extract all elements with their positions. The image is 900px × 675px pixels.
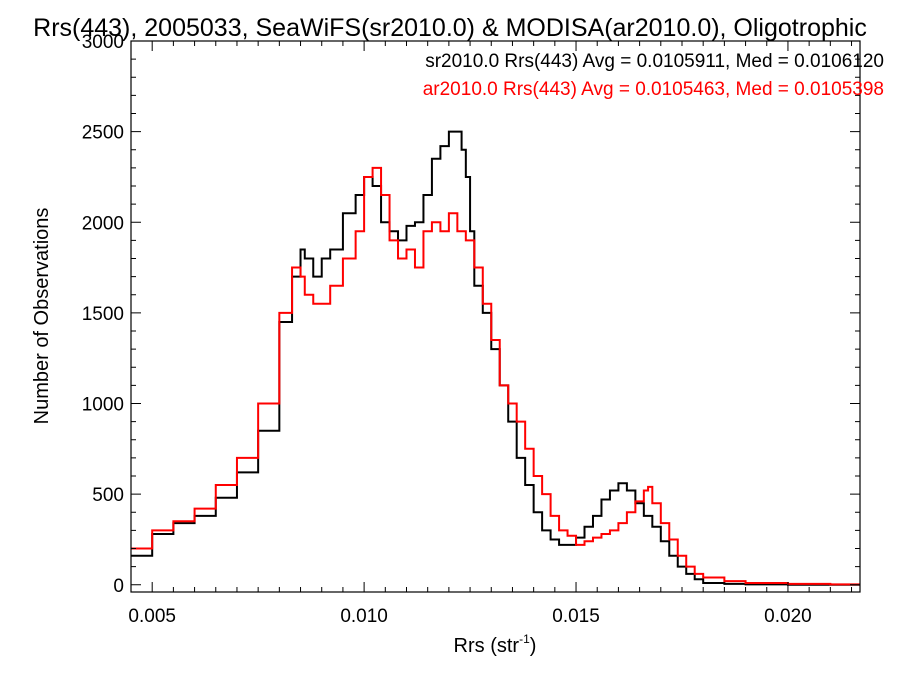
x-axis-label-superscript: -1: [519, 632, 530, 646]
y-tick-label: 1000: [82, 395, 124, 416]
legend-entry-ar2010: ar2010.0 Rrs(443) Avg = 0.0105463, Med =…: [423, 79, 884, 100]
legend-entry-sr2010: sr2010.0 Rrs(443) Avg = 0.0105911, Med =…: [425, 51, 884, 72]
y-tick-label: 3000: [82, 32, 124, 53]
x-tick-label: 0.020: [764, 606, 812, 627]
y-tick-label: 2000: [82, 213, 124, 234]
series-line-sr2010.0: [131, 130, 860, 586]
x-tick-label: 0.015: [552, 606, 600, 627]
y-tick-label: 1500: [82, 304, 124, 325]
series-line-ar2010.0: [131, 166, 860, 586]
y-tick-label: 0: [113, 576, 124, 597]
chart-title: Rrs(443), 2005033, SeaWiFS(sr2010.0) & M…: [33, 14, 867, 42]
x-axis-label-main: Rrs (str: [454, 635, 520, 657]
x-axis-label: Rrs (str-1): [454, 632, 537, 657]
x-tick-label: 0.005: [128, 606, 176, 627]
y-axis-label: Number of Observations: [31, 208, 53, 425]
x-tick-label: 0.010: [340, 606, 388, 627]
plot-frame: [130, 40, 861, 593]
y-tick-label: 500: [92, 485, 124, 506]
x-axis-label-end: ): [530, 635, 537, 657]
y-tick-label: 2500: [82, 123, 124, 144]
